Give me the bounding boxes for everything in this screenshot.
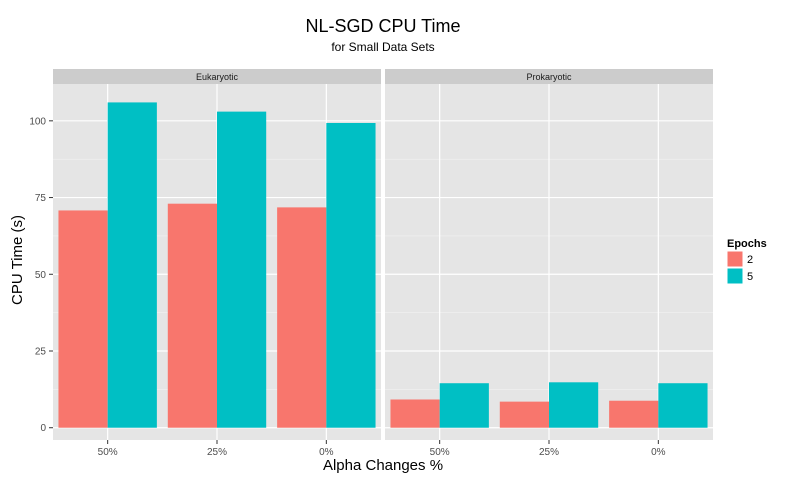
panel-strip-label: Eukaryotic	[196, 72, 239, 82]
chart-subtitle: for Small Data Sets	[331, 40, 434, 54]
bar-eukaryotic-epochs-2-25pct	[167, 203, 217, 428]
legend-key-2	[726, 250, 744, 268]
bar-prokaryotic-epochs-5-50pct	[439, 383, 489, 428]
chart-title: NL-SGD CPU Time	[305, 16, 460, 36]
bar-prokaryotic-epochs-5-0pct	[658, 383, 708, 428]
panels: Eukaryotic 50% 25% 0% Prokaryotic 50% 25% 0%	[53, 69, 713, 458]
legend-title: Epochs	[727, 238, 767, 250]
bar-prokaryotic-epochs-5-25pct	[549, 382, 599, 428]
legend-label-5: 5	[747, 271, 753, 283]
legend-label-2: 2	[747, 254, 753, 266]
legend-key-5	[726, 267, 744, 285]
bar-eukaryotic-epochs-5-0pct	[326, 122, 376, 428]
panel-strip	[385, 69, 713, 84]
bar-prokaryotic-epochs-2-50pct	[390, 399, 440, 428]
bar-prokaryotic-epochs-2-25pct	[499, 401, 549, 428]
y-tick-label: 0	[40, 423, 46, 434]
x-axis-title: Alpha Changes %	[323, 457, 443, 474]
y-tick-label: 100	[29, 116, 46, 127]
panel-strip-label: Prokaryotic	[526, 72, 572, 82]
x-tick-label: 25%	[539, 447, 559, 458]
x-tick-label: 25%	[207, 447, 227, 458]
panel-eukaryotic: Eukaryotic 50% 25% 0%	[53, 69, 381, 458]
x-tick-label: 0%	[319, 447, 334, 458]
bar-eukaryotic-epochs-2-0pct	[277, 207, 327, 428]
x-tick-label: 50%	[430, 447, 450, 458]
legend: Epochs 2 5	[726, 238, 767, 285]
bar-eukaryotic-epochs-5-25pct	[217, 111, 267, 428]
bar-eukaryotic-epochs-5-50pct	[107, 102, 157, 428]
panel-prokaryotic: Prokaryotic 50% 25% 0%	[385, 69, 713, 458]
y-tick-label: 50	[35, 270, 47, 281]
y-axis: 0 25 50 75 100	[29, 116, 53, 434]
y-axis-title: CPU Time (s)	[9, 215, 26, 305]
x-tick-label: 0%	[651, 447, 666, 458]
panel-strip	[53, 69, 381, 84]
bar-prokaryotic-epochs-2-0pct	[609, 400, 659, 428]
y-tick-label: 75	[35, 193, 47, 204]
bar-eukaryotic-epochs-2-50pct	[58, 210, 108, 428]
y-tick-label: 25	[35, 347, 47, 358]
x-tick-label: 50%	[98, 447, 118, 458]
